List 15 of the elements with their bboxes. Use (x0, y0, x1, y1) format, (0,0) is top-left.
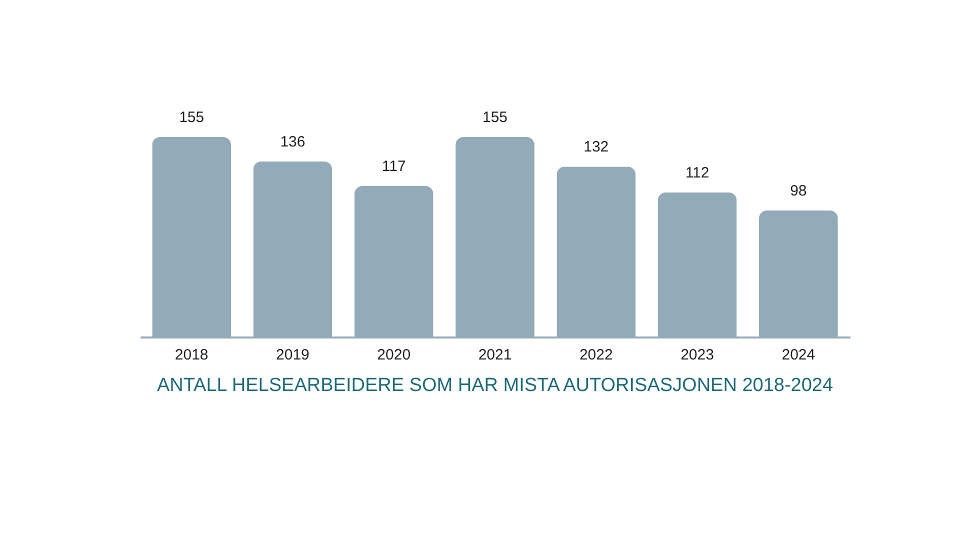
data-label: 132 (584, 138, 609, 156)
data-label: 155 (179, 109, 204, 126)
x-tick-label: 2022 (579, 346, 613, 364)
data-label: 112 (685, 164, 710, 182)
data-label: 98 (790, 182, 807, 200)
data-label: 117 (382, 158, 406, 176)
x-tick-label: 2021 (478, 346, 512, 364)
x-tick-label: 2020 (377, 346, 411, 364)
data-label: 136 (280, 134, 306, 151)
x-tick-label: 2018 (174, 346, 208, 364)
x-tick-label: 2023 (680, 346, 714, 364)
x-tick-label: 2024 (782, 346, 816, 364)
data-label: 155 (482, 109, 508, 126)
x-tick-label: 2019 (276, 346, 310, 364)
text: ANTALL HELSEARBEIDERE SOM HAR MISTA AUTORISASJONEN 2018-2024 (156, 375, 834, 396)
